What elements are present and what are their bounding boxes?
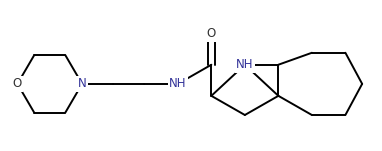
Text: O: O (13, 77, 22, 90)
Text: N: N (78, 77, 86, 90)
Text: NH: NH (236, 58, 254, 71)
Text: O: O (207, 27, 216, 40)
Text: NH: NH (169, 77, 186, 90)
